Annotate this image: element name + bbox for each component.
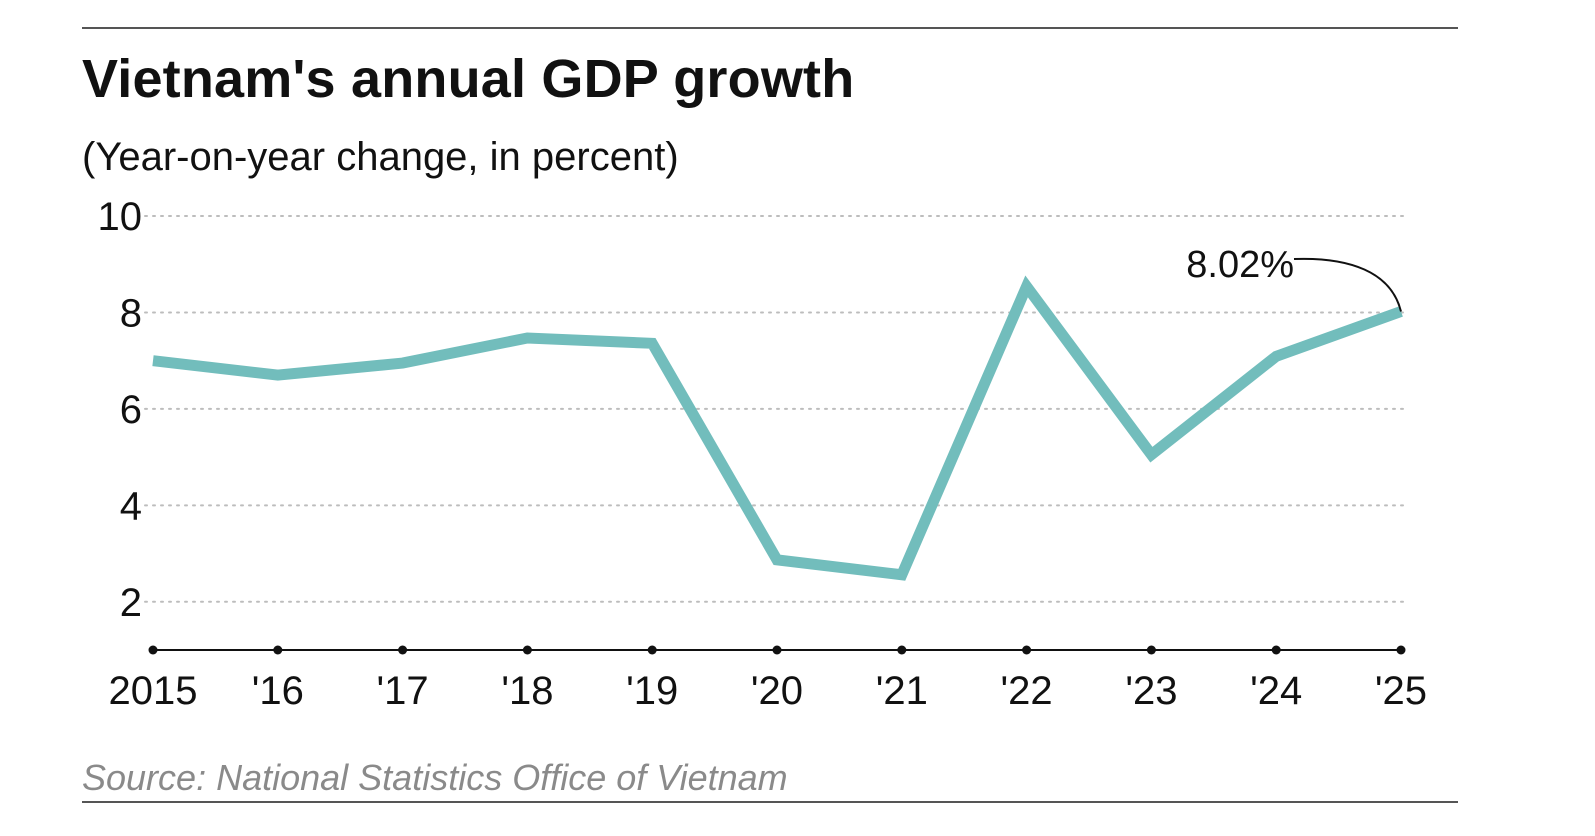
x-axis: 2015 '16 '17 '18 '19 '20 '21 '22 '23 '24 '25 bbox=[109, 645, 1427, 713]
series-line-gdp-growth bbox=[152, 275, 1403, 581]
x-tick-mark bbox=[647, 645, 657, 655]
chart-title: Vietnam's annual GDP growth bbox=[82, 49, 855, 109]
y-tick-label-2: 2 bbox=[120, 581, 142, 625]
x-tick-mark bbox=[1146, 645, 1156, 655]
x-tick-label: '24 bbox=[1250, 669, 1302, 713]
x-tick-label: '16 bbox=[252, 669, 304, 713]
x-tick-label: '17 bbox=[377, 669, 429, 713]
y-tick-label-4: 4 bbox=[120, 484, 142, 528]
y-axis-tick-labels: 2 4 6 8 10 bbox=[98, 195, 143, 625]
x-tick-label: '25 bbox=[1375, 669, 1427, 713]
x-tick-label: '19 bbox=[626, 669, 678, 713]
x-tick-label: '21 bbox=[876, 669, 928, 713]
x-tick-mark bbox=[1271, 645, 1281, 655]
chart-subtitle: (Year-on-year change, in percent) bbox=[82, 135, 679, 179]
gridlines bbox=[144, 215, 1404, 603]
x-tick-mark bbox=[897, 645, 907, 655]
x-tick-label: '18 bbox=[501, 669, 553, 713]
x-tick-label: 2015 bbox=[109, 669, 198, 713]
x-tick-mark bbox=[148, 645, 158, 655]
x-tick-label: '20 bbox=[751, 669, 803, 713]
bottom-rule bbox=[82, 801, 1458, 803]
x-tick-mark bbox=[522, 645, 532, 655]
x-tick-mark bbox=[1396, 645, 1406, 655]
top-rule bbox=[82, 27, 1458, 29]
annotation-leader-line bbox=[1293, 257, 1402, 312]
x-tick-label: '23 bbox=[1125, 669, 1177, 713]
x-tick-mark bbox=[772, 645, 782, 655]
annotation: 8.02% bbox=[1186, 244, 1402, 312]
x-tick-label: '22 bbox=[1001, 669, 1053, 713]
y-tick-label-10: 10 bbox=[98, 195, 143, 239]
x-tick-mark bbox=[1022, 645, 1032, 655]
source-note: Source: National Statistics Office of Vi… bbox=[82, 757, 788, 798]
y-tick-label-8: 8 bbox=[120, 291, 142, 335]
series-layer bbox=[152, 275, 1403, 581]
y-tick-label-6: 6 bbox=[120, 388, 142, 432]
x-tick-mark bbox=[273, 645, 283, 655]
x-tick-mark bbox=[398, 645, 408, 655]
annotation-label: 8.02% bbox=[1186, 244, 1294, 286]
